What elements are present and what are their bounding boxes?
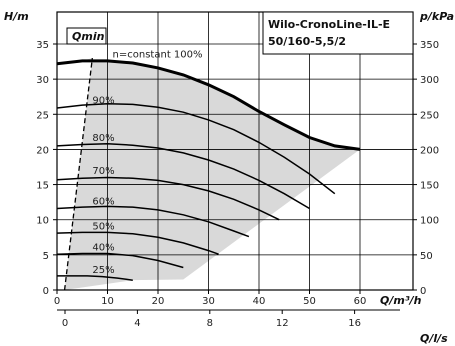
y-right-tick-label: 350 bbox=[420, 40, 439, 51]
qmin-label: Qmin bbox=[72, 30, 105, 43]
y-right-tick-label: 0 bbox=[420, 286, 426, 297]
series-line bbox=[57, 275, 133, 281]
y-right-tick-label: 250 bbox=[420, 110, 439, 121]
curve-labels: n=constant 100% 90% 80% 70% 60% 50% 40% 25% bbox=[92, 49, 202, 276]
chart-subtitle: 50/160-5,5/2 bbox=[268, 35, 346, 48]
title-box: Wilo-CronoLine-IL-E 50/160-5,5/2 bbox=[262, 11, 414, 55]
series-line bbox=[56, 176, 280, 221]
y-tick-label: 5 bbox=[43, 251, 49, 262]
curve-label: 70% bbox=[92, 166, 114, 177]
qmin-marker: Qmin bbox=[63, 27, 107, 291]
y-tick-label: 0 bbox=[43, 286, 49, 297]
series-line bbox=[56, 231, 219, 255]
x-tick-label: 0 bbox=[54, 296, 60, 307]
curve-label: 90% bbox=[92, 96, 114, 107]
x2-tick-label: 8 bbox=[207, 318, 213, 329]
curve-label: 25% bbox=[92, 265, 114, 276]
y-tick-label: 25 bbox=[36, 110, 49, 121]
y-tick-label: 30 bbox=[36, 75, 49, 86]
curve-label: 80% bbox=[92, 133, 114, 144]
y-right-axis-title: p/kPa bbox=[419, 10, 454, 23]
title-box-border bbox=[262, 11, 414, 55]
plot-frame bbox=[56, 11, 414, 291]
x2-tick-label: 12 bbox=[276, 318, 289, 329]
chart-title: Wilo-CronoLine-IL-E bbox=[268, 18, 390, 31]
series-line bbox=[56, 252, 184, 269]
y-right-tick-label: 100 bbox=[420, 216, 439, 227]
y-tick-label: 10 bbox=[36, 216, 49, 227]
grid-lines bbox=[56, 12, 413, 291]
x2-tick-label: 0 bbox=[62, 318, 68, 329]
curve-label: 50% bbox=[92, 222, 114, 233]
x-axis-title: Q/m³/h bbox=[380, 294, 422, 307]
curve-label: n=constant 100% bbox=[113, 49, 203, 60]
x-tick-label: 10 bbox=[101, 296, 114, 307]
y-right-tick-label: 200 bbox=[420, 145, 439, 156]
x-tick-label: 40 bbox=[253, 296, 266, 307]
series-line bbox=[56, 102, 336, 195]
x-tick-label: 30 bbox=[202, 296, 215, 307]
series-line bbox=[56, 59, 361, 151]
operating-range-area bbox=[64, 58, 360, 290]
x2-axis-title: Q/l/s bbox=[420, 332, 448, 345]
y-tick-label: 35 bbox=[36, 40, 49, 51]
qmin-box bbox=[66, 27, 107, 45]
y-right-tick-label: 150 bbox=[420, 181, 439, 192]
x2-tick-label: 4 bbox=[134, 318, 140, 329]
x-tick-label: 20 bbox=[152, 296, 165, 307]
x-tick-label: 60 bbox=[354, 296, 367, 307]
y-tick-label: 20 bbox=[36, 145, 49, 156]
y-right-tick-label: 50 bbox=[420, 251, 433, 262]
qmin-line bbox=[63, 57, 93, 291]
series-line bbox=[56, 143, 310, 210]
axes bbox=[56, 11, 414, 311]
curve-label: 60% bbox=[92, 196, 114, 207]
speed-curves bbox=[56, 59, 361, 281]
x-tick-label: 50 bbox=[303, 296, 316, 307]
operating-range-fill bbox=[64, 58, 360, 290]
y-left-axis-title: H/m bbox=[4, 10, 29, 23]
series-line bbox=[56, 205, 250, 238]
y-tick-label: 15 bbox=[36, 181, 49, 192]
curve-label: 40% bbox=[92, 243, 114, 254]
x2-tick-label: 16 bbox=[348, 318, 361, 329]
y-right-tick-label: 300 bbox=[420, 75, 439, 86]
